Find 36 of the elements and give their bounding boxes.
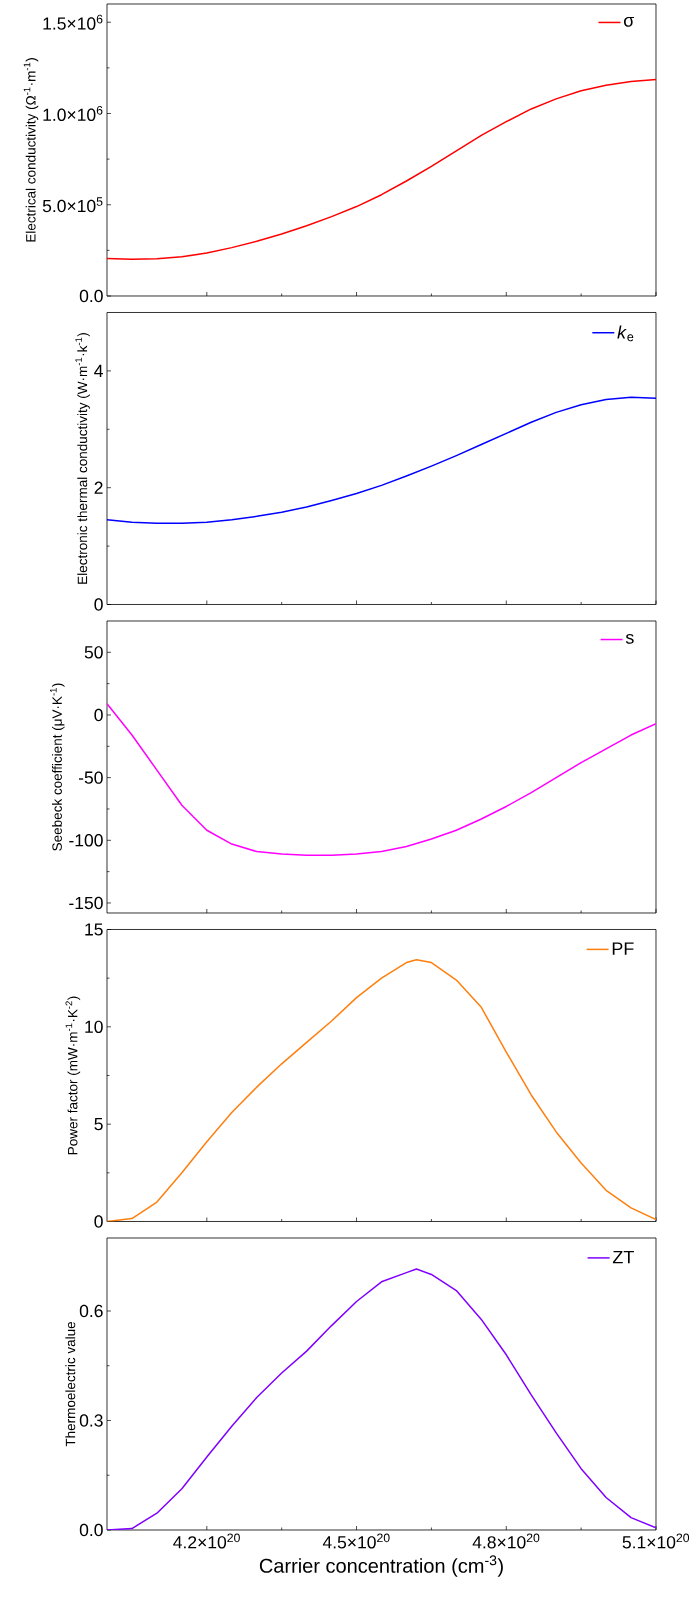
y-tick-label: 0.6 xyxy=(79,1304,103,1318)
x-tick-label: 4.8×10$^{20}$ xyxy=(472,1533,540,1549)
y-tick-label: -50 xyxy=(78,771,103,784)
y-axis-title: Power factor (mW·m$^{-1}$·K$^{-2}$) xyxy=(65,996,81,1155)
x-tick-label: 5.1×10$^{20}$ xyxy=(622,1533,690,1549)
legend-label: ZT xyxy=(612,1250,634,1264)
y-tick-label: 0 xyxy=(94,708,103,722)
legend-label: σ xyxy=(623,16,635,27)
line-series xyxy=(107,78,656,260)
x-tick-label: 4.2×10$^{20}$ xyxy=(173,1533,240,1549)
y-tick-label: 0.0 xyxy=(79,1523,103,1537)
x-axis-title: Carrier concentration (cm$^{-3}$) xyxy=(259,1555,503,1577)
x-tick-label: 4.5×10$^{20}$ xyxy=(322,1533,390,1549)
y-axis-title: Thermoelectric value xyxy=(65,1321,76,1447)
y-tick-label: -150 xyxy=(69,896,103,910)
y-tick-label: 2 xyxy=(94,481,103,494)
legend-label: s xyxy=(625,633,634,644)
line-series xyxy=(107,702,656,857)
y-tick-label: 0.0 xyxy=(79,289,103,303)
y-axis-title: Seebeck coefficient (μV·K$^{-1}$) xyxy=(50,683,65,851)
y-axis-title: Electrical conductivity (Ω$^{-1}$·m$^{-1}$) xyxy=(23,58,39,242)
y-tick-label: 0 xyxy=(94,1215,103,1228)
y-tick-label: 10 xyxy=(85,1020,103,1034)
y-tick-label: 0.3 xyxy=(79,1414,103,1427)
y-tick-label: 1.0×10$^{6}$ xyxy=(43,106,103,121)
y-tick-label: 50 xyxy=(84,646,103,659)
legend-label: k$_{e}$ xyxy=(617,325,634,342)
y-axis-title: Electronic thermal conductivity (W·m$^{-1}$·k$^{-1}$) xyxy=(75,333,90,584)
y-tick-label: 0 xyxy=(94,598,103,611)
y-tick-label: -100 xyxy=(69,834,103,847)
y-tick-label: 4 xyxy=(94,364,103,377)
y-tick-label: 15 xyxy=(85,923,103,936)
y-tick-label: 5.0×10$^{5}$ xyxy=(42,197,103,213)
y-tick-label: 1.5×10$^{6}$ xyxy=(43,14,103,30)
legend-label: PF xyxy=(612,942,634,955)
y-tick-label: 5 xyxy=(94,1118,103,1131)
